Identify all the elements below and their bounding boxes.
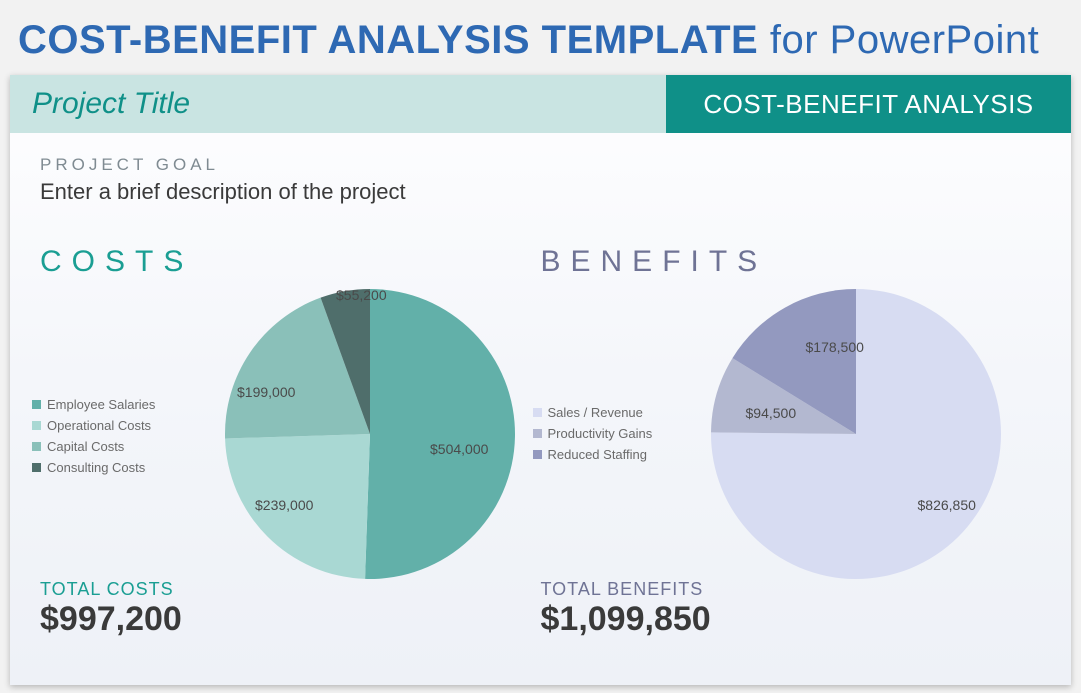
project-title: Project Title (10, 75, 666, 133)
legend-label: Employee Salaries (47, 397, 155, 412)
pie-slice (365, 289, 515, 579)
goal-description: Enter a brief description of the project (40, 179, 1071, 205)
costs-column: COSTS Employee Salaries Operational Costs… (40, 245, 541, 639)
page-title: COST-BENEFIT ANALYSIS TEMPLATE for Power… (0, 0, 1081, 75)
benefits-total-value: $1,099,850 (541, 600, 1042, 639)
benefits-title: BENEFITS (541, 245, 1042, 279)
cba-header: COST-BENEFIT ANALYSIS (666, 75, 1071, 133)
legend-label: Productivity Gains (548, 426, 653, 441)
legend-swatch (32, 463, 41, 472)
legend-item: Reduced Staffing (533, 447, 653, 462)
slice-value-label: $504,000 (430, 441, 488, 457)
legend-item: Capital Costs (32, 439, 155, 454)
slice-value-label: $178,500 (806, 339, 864, 355)
benefits-pie-area: Sales / Revenue Productivity Gains Reduced… (541, 279, 1042, 579)
legend-label: Sales / Revenue (548, 405, 643, 420)
benefits-pie-chart (701, 279, 1011, 589)
legend-item: Sales / Revenue (533, 405, 653, 420)
costs-legend: Employee Salaries Operational Costs Capita… (32, 397, 155, 475)
legend-swatch (32, 421, 41, 430)
legend-item: Productivity Gains (533, 426, 653, 441)
slice-value-label: $55,200 (336, 287, 387, 303)
legend-swatch (533, 450, 542, 459)
legend-label: Capital Costs (47, 439, 124, 454)
costs-title: COSTS (40, 245, 541, 279)
legend-swatch (533, 408, 542, 417)
benefits-legend: Sales / Revenue Productivity Gains Reduced… (533, 405, 653, 462)
legend-swatch (32, 442, 41, 451)
legend-label: Consulting Costs (47, 460, 145, 475)
goal-label: PROJECT GOAL (40, 155, 1071, 175)
slice-value-label: $94,500 (746, 405, 797, 421)
header-row: Project Title COST-BENEFIT ANALYSIS (10, 75, 1071, 133)
slice-value-label: $199,000 (237, 384, 295, 400)
costs-pie-chart (215, 279, 525, 589)
page-title-rest: for PowerPoint (758, 18, 1039, 62)
legend-item: Consulting Costs (32, 460, 155, 475)
legend-item: Operational Costs (32, 418, 155, 433)
goal-block: PROJECT GOAL Enter a brief description o… (10, 133, 1071, 205)
page-title-bold: COST-BENEFIT ANALYSIS TEMPLATE (18, 18, 758, 62)
benefits-column: BENEFITS Sales / Revenue Productivity Gai… (541, 245, 1042, 639)
slice-value-label: $239,000 (255, 497, 313, 513)
slice-value-label: $826,850 (918, 497, 976, 513)
columns: COSTS Employee Salaries Operational Costs… (10, 205, 1071, 639)
costs-total-value: $997,200 (40, 600, 541, 639)
legend-label: Operational Costs (47, 418, 151, 433)
legend-label: Reduced Staffing (548, 447, 648, 462)
legend-item: Employee Salaries (32, 397, 155, 412)
costs-pie-area: Employee Salaries Operational Costs Capita… (40, 279, 541, 579)
card: Project Title COST-BENEFIT ANALYSIS PROJ… (10, 75, 1071, 685)
legend-swatch (533, 429, 542, 438)
legend-swatch (32, 400, 41, 409)
